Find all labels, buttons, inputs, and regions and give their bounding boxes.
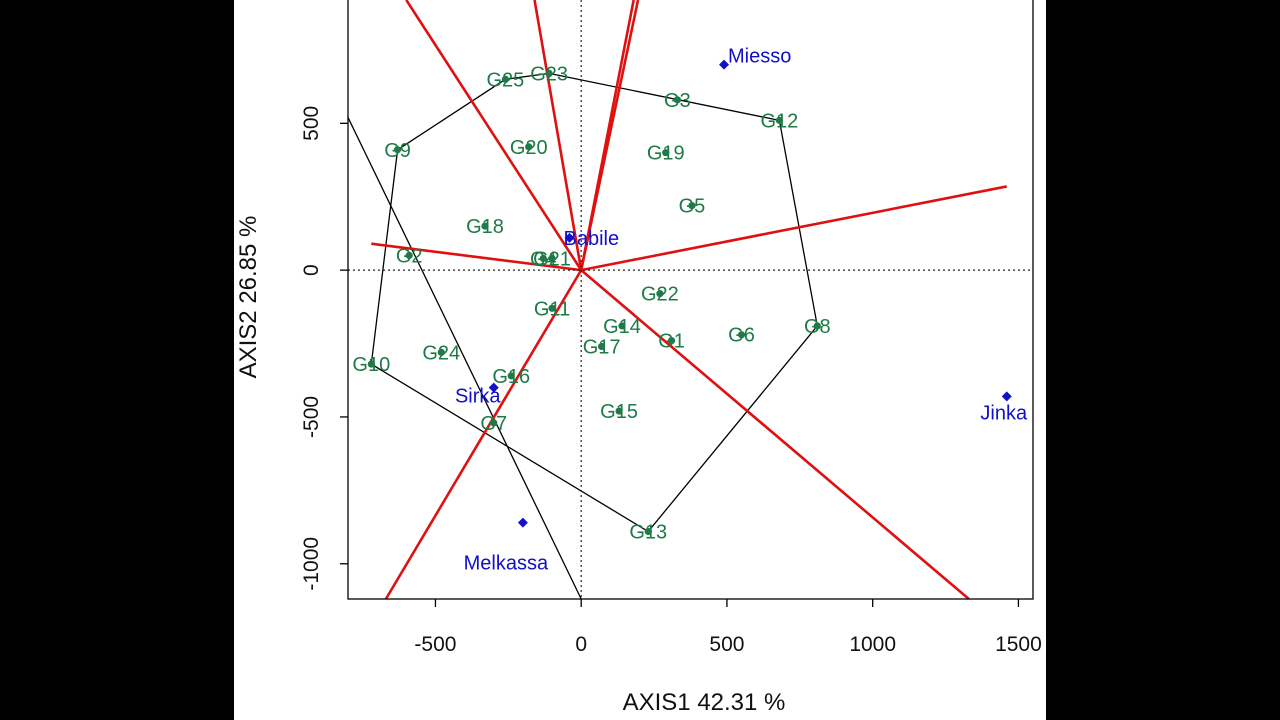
- x-tick-label: 500: [709, 633, 744, 656]
- genotype-label: G24: [422, 342, 460, 364]
- environment-marker: [517, 517, 528, 528]
- axes-layer: -500 0 500 1000 1500 -1000 -500 0 500: [300, 106, 1042, 656]
- plot-frame: [347, 0, 1034, 600]
- genotype-label: G4: [530, 248, 557, 270]
- genotype-label: G20: [510, 137, 548, 159]
- genotype-point: [490, 419, 498, 427]
- sector-ray: [384, 269, 583, 600]
- genotype-point: [548, 304, 556, 312]
- genotype-point: [481, 222, 489, 230]
- genotype-point: [673, 96, 681, 104]
- reference-lines-layer: [348, 0, 1033, 599]
- genotype-label: G25: [486, 69, 524, 91]
- genotype-point: [662, 149, 670, 157]
- genotype-label: G23: [530, 63, 568, 85]
- genotype-label: G11: [534, 298, 570, 320]
- genotype-label: G1: [658, 331, 685, 353]
- environment-label: Jinka: [980, 402, 1028, 424]
- x-axis-label: AXIS1 42.31 %: [623, 689, 786, 716]
- genotype-polygon: [370, 72, 818, 533]
- sector-ray: [533, 0, 583, 271]
- environment-label: Sirka: [455, 386, 501, 408]
- sector-ray: [580, 185, 1008, 272]
- genotype-label: G22: [641, 284, 679, 306]
- genotype-label: G9: [384, 140, 411, 162]
- genotype-label: G8: [804, 316, 831, 338]
- environment-label: Melkassa: [464, 553, 549, 575]
- genotype-label: G7: [480, 413, 507, 435]
- genotype-label: G18: [466, 216, 504, 238]
- genotype-point: [737, 331, 746, 339]
- genotype-label: G15: [600, 401, 638, 423]
- genotype-point: [644, 527, 652, 536]
- genotype-label: G14: [603, 316, 641, 338]
- perpendicular-line: [347, 117, 582, 600]
- genotype-point: [618, 322, 626, 330]
- genotype-label: G16: [492, 366, 530, 388]
- genotype-point: [525, 143, 533, 151]
- genotype-point: [615, 407, 623, 415]
- genotype-point: [667, 337, 676, 345]
- genotype-label: G10: [352, 354, 390, 376]
- environment-label: Miesso: [728, 46, 791, 68]
- genotype-label: G17: [583, 336, 621, 358]
- genotype-label: G3: [664, 90, 691, 112]
- genotype-point: [367, 360, 375, 368]
- environment-marker: [488, 382, 499, 393]
- y-axis-label: AXIS2 26.85 %: [235, 216, 262, 379]
- environment-marker: [719, 59, 730, 70]
- genotype-label: G12: [760, 110, 798, 132]
- genotype-point: [548, 254, 556, 262]
- genotype-label: G13: [629, 521, 667, 543]
- y-tick-label: 500: [300, 106, 323, 141]
- genotype-point: [545, 69, 553, 78]
- genotype-point: [539, 254, 547, 262]
- genotype-label: G21: [533, 248, 571, 270]
- sector-ray: [579, 0, 640, 271]
- environment-marker: [1001, 391, 1012, 402]
- x-tick-label: 1500: [995, 633, 1042, 656]
- x-tick-label: -500: [414, 633, 456, 656]
- y-tick-label: -500: [300, 396, 323, 438]
- polygon-layer: [347, 72, 818, 600]
- x-tick-label: 0: [575, 633, 587, 656]
- genotype-label: G5: [679, 196, 706, 218]
- x-tick-label: 1000: [849, 633, 896, 656]
- genotype-point: [405, 251, 413, 260]
- y-tick-label: -1000: [300, 537, 323, 591]
- genotype-label: G2: [396, 245, 423, 267]
- genotype-point: [507, 372, 515, 380]
- environment-marker: [564, 232, 575, 243]
- genotype-label: G6: [728, 325, 755, 347]
- genotype-point: [597, 342, 606, 351]
- sector-lines-layer: [371, 0, 1008, 600]
- genotype-point: [501, 75, 510, 83]
- genotype-point: [437, 348, 445, 356]
- sector-ray: [405, 0, 583, 271]
- genotype-point: [775, 116, 784, 124]
- genotype-label: G19: [647, 143, 685, 165]
- environment-label: Babile: [564, 228, 620, 250]
- genotype-point: [813, 322, 821, 330]
- genotype-point: [688, 201, 696, 210]
- points-layer: G1 G2 G3 G4 G5 G6 G7 G8 G9 G10 G11 G12 G13 G14 G15 G16 G…: [352, 46, 1028, 575]
- sector-ray: [580, 269, 970, 600]
- genotype-point: [656, 290, 664, 298]
- plot-panel: [234, 0, 1046, 720]
- y-tick-label: 0: [300, 264, 323, 276]
- frame-layer: [347, 0, 1034, 600]
- genotype-point: [393, 146, 402, 154]
- sector-ray: [371, 242, 582, 272]
